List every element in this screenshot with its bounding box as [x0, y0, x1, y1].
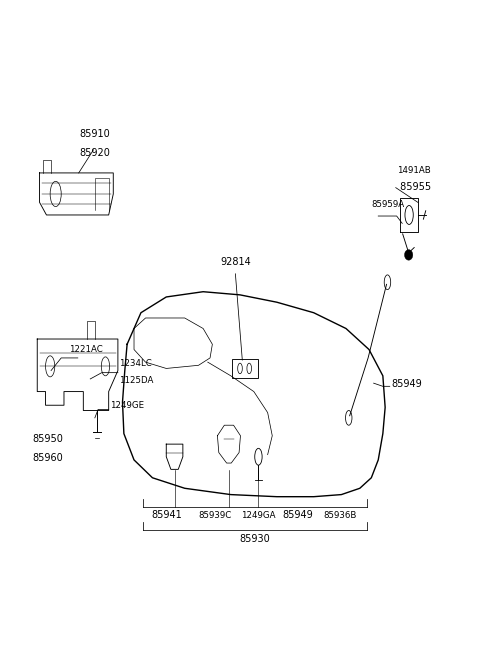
Text: 1491AB: 1491AB — [396, 166, 431, 175]
Text: 85949: 85949 — [391, 379, 422, 390]
Text: 85955: 85955 — [396, 182, 431, 192]
Text: 85950: 85950 — [32, 434, 63, 444]
Text: 85939C: 85939C — [198, 510, 231, 520]
Text: 1125DA: 1125DA — [119, 376, 154, 385]
Bar — [232, 359, 257, 378]
Text: 85930: 85930 — [240, 534, 271, 544]
Text: 85941: 85941 — [151, 510, 181, 520]
Text: 85949: 85949 — [283, 510, 313, 520]
Text: 85910: 85910 — [80, 129, 110, 139]
Text: 85920: 85920 — [79, 148, 110, 158]
Text: 1249GE: 1249GE — [110, 401, 144, 411]
Text: 92814: 92814 — [220, 258, 251, 267]
Ellipse shape — [405, 250, 413, 260]
Text: 85959A: 85959A — [372, 200, 405, 208]
Text: 1249GA: 1249GA — [241, 510, 276, 520]
Text: 1234LC: 1234LC — [119, 359, 152, 369]
Text: 85936B: 85936B — [324, 510, 357, 520]
Text: 1221AC: 1221AC — [69, 345, 102, 353]
Text: 85960: 85960 — [32, 453, 63, 463]
